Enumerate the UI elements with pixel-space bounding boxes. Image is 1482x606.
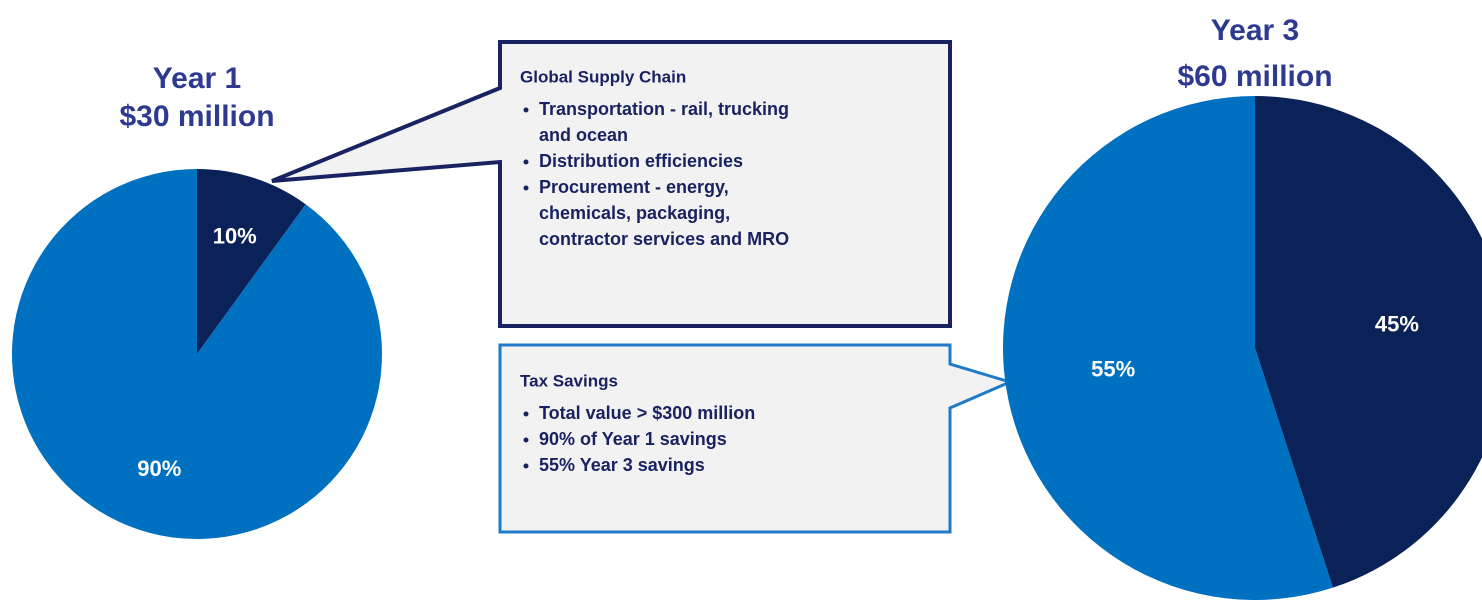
data-label: 55% (1091, 356, 1135, 381)
callout-item: 55% Year 3 savings (539, 455, 705, 475)
pie-slice (1255, 96, 1482, 588)
data-label: 45% (1375, 311, 1419, 336)
chart-subtitle: $60 million (1177, 60, 1332, 93)
pie-slice (197, 169, 306, 354)
chart-title: Year 1 (153, 62, 241, 95)
callout-heading: Global Supply Chain (520, 67, 686, 86)
callout-item: Transportation - rail, trucking (539, 99, 789, 119)
callout-item: 90% of Year 1 savings (539, 429, 727, 449)
bullet (523, 437, 529, 443)
bullet (523, 411, 529, 417)
callout-item: contractor services and MRO (539, 229, 789, 249)
bullet (523, 463, 529, 469)
data-label: 90% (137, 456, 181, 481)
callout-item: chemicals, packaging, (539, 203, 730, 223)
callout-item: and ocean (539, 125, 628, 145)
callout-heading: Tax Savings (520, 371, 618, 390)
bullet (523, 107, 529, 113)
callout-item: Distribution efficiencies (539, 151, 743, 171)
data-label: 10% (213, 224, 257, 249)
callout-box (271, 40, 952, 328)
chart-title: Year 3 (1211, 14, 1299, 47)
chart-subtitle: $30 million (119, 100, 274, 133)
callout-item: Total value > $300 million (539, 403, 755, 423)
bullet (523, 185, 529, 191)
callout-box (498, 343, 1015, 534)
bullet (523, 159, 529, 165)
callout-item: Procurement - energy, (539, 177, 729, 197)
pie-slice (11, 169, 382, 539)
pie-slice (1003, 96, 1333, 600)
